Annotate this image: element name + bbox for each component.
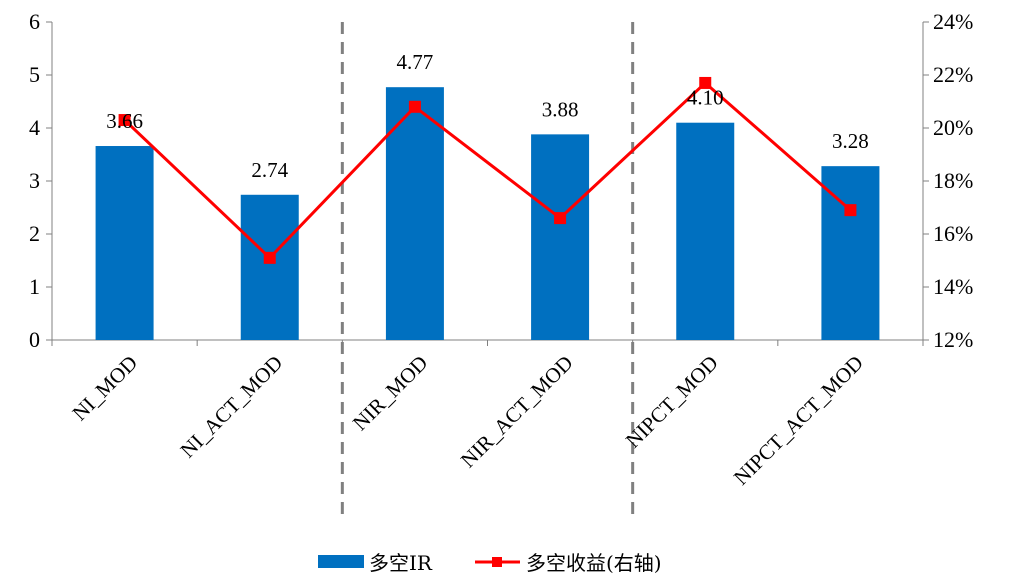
bar-data-label: 3.28 xyxy=(832,129,869,153)
bar xyxy=(531,134,590,340)
line-point xyxy=(844,204,857,217)
bar-data-label: 3.66 xyxy=(106,109,143,133)
bar-data-label: 2.74 xyxy=(251,158,288,182)
x-axis-labels: NI_MOD NI_ACT_MOD NIR_MOD NIR_ACT_MOD NIPCT_… xyxy=(67,351,868,490)
right-tick-label: 16% xyxy=(933,221,973,246)
line-point xyxy=(554,212,567,225)
right-tick-label: 18% xyxy=(933,168,973,193)
bar xyxy=(385,87,444,340)
left-tick-label: 3 xyxy=(29,168,40,193)
bar-series xyxy=(95,87,880,340)
x-category-label: NI_ACT_MOD xyxy=(175,351,287,463)
x-category-label: NIPCT_ACT_MOD xyxy=(729,351,868,490)
legend: 多空IR 多空收益(右轴) xyxy=(318,551,662,575)
left-tick-label: 5 xyxy=(29,62,40,87)
bar-data-label: 4.10 xyxy=(687,86,724,110)
legend-bar-label: 多空IR xyxy=(369,551,433,575)
right-tick-label: 14% xyxy=(933,274,973,299)
x-category-label: NIR_MOD xyxy=(348,351,433,436)
legend-line-label: 多空收益(右轴) xyxy=(526,551,662,575)
line-point xyxy=(408,100,421,113)
line-point xyxy=(699,76,712,89)
right-tick-label: 20% xyxy=(933,115,973,140)
line-series xyxy=(118,76,857,264)
left-tick-label: 2 xyxy=(29,221,40,246)
bar-data-label: 4.77 xyxy=(397,50,434,74)
data-labels: 3.66 2.74 4.77 3.88 4.10 3.28 xyxy=(106,50,869,182)
right-tick-label: 12% xyxy=(933,327,973,352)
bar xyxy=(95,146,154,340)
right-axis-ticks: 12% 14% 16% 18% 20% 22% 24% xyxy=(923,9,973,352)
left-tick-label: 0 xyxy=(29,327,40,352)
bar xyxy=(676,122,735,340)
x-category-label: NIPCT_MOD xyxy=(621,351,723,453)
right-tick-label: 24% xyxy=(933,9,973,34)
left-tick-label: 4 xyxy=(29,115,40,140)
line-point xyxy=(118,114,131,127)
bar xyxy=(240,194,299,340)
line-path xyxy=(123,81,852,260)
right-tick-label: 22% xyxy=(933,62,973,87)
legend-line-marker xyxy=(492,557,502,567)
bar-data-label: 3.88 xyxy=(542,97,579,121)
x-category-label: NIR_ACT_MOD xyxy=(456,351,578,473)
left-tick-label: 6 xyxy=(29,9,40,34)
left-tick-label: 1 xyxy=(29,274,40,299)
axes xyxy=(51,22,924,346)
x-category-label: NI_MOD xyxy=(67,351,142,426)
group-separators xyxy=(340,22,635,520)
left-axis-ticks: 0 1 2 3 4 5 6 xyxy=(29,9,52,352)
line-point xyxy=(263,251,276,264)
legend-bar-swatch xyxy=(318,555,364,568)
